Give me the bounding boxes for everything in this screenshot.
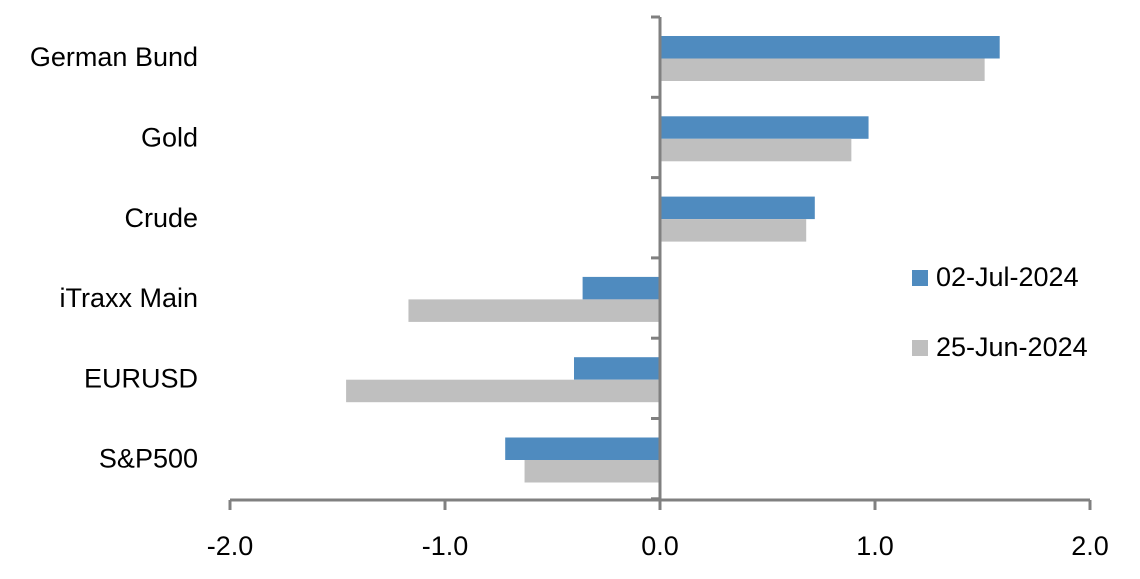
bar-0-0 [660,36,1000,59]
x-tick-label: -1.0 [422,531,469,561]
legend: 02-Jul-2024 25-Jun-2024 [912,262,1088,362]
bar-1-2 [660,219,807,242]
bar-0-3 [582,276,660,300]
bar-1-0 [660,58,985,81]
category-label: Gold [141,122,198,152]
bar-0-4 [574,357,660,380]
legend-swatch [912,340,928,356]
x-tick-label: 1.0 [856,531,894,561]
category-label: German Bund [30,42,198,72]
x-tick-label: 0.0 [641,531,679,561]
category-label: iTraxx Main [59,283,198,313]
bar-0-2 [660,196,815,220]
legend-label: 25-Jun-2024 [936,332,1088,362]
x-tick-label: -2.0 [207,531,254,561]
bar-0-1 [660,116,869,139]
bar-1-1 [660,138,852,162]
bar-1-3 [408,299,660,322]
legend-swatch [912,270,928,286]
category-label: Crude [124,203,198,233]
legend-label: 02-Jul-2024 [936,262,1079,292]
bar-1-4 [346,379,660,403]
category-label: EURUSD [84,363,198,393]
bar-1-5 [524,460,660,483]
bar-0-5 [505,437,660,460]
category-label: S&P500 [99,444,198,474]
x-tick-label: 2.0 [1071,531,1109,561]
